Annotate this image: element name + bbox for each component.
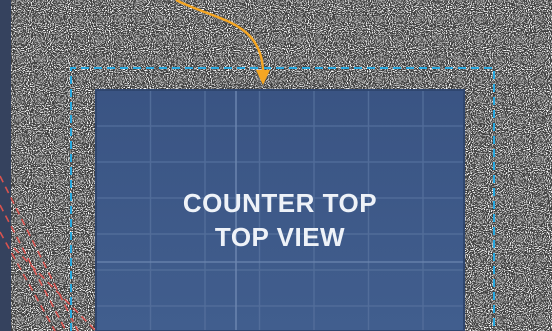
panel-border bbox=[95, 89, 465, 331]
arrow-line bbox=[175, 0, 265, 73]
dashed-outline bbox=[70, 67, 495, 331]
panel-title: COUNTER TOP TOP VIEW bbox=[96, 186, 464, 254]
panel-title-line-2: TOP VIEW bbox=[214, 222, 346, 252]
panel-title-line-1: COUNTER TOP bbox=[182, 188, 378, 218]
tile-grid bbox=[96, 90, 464, 331]
arrow-head bbox=[256, 70, 270, 85]
red-dashed-lines bbox=[0, 175, 97, 331]
